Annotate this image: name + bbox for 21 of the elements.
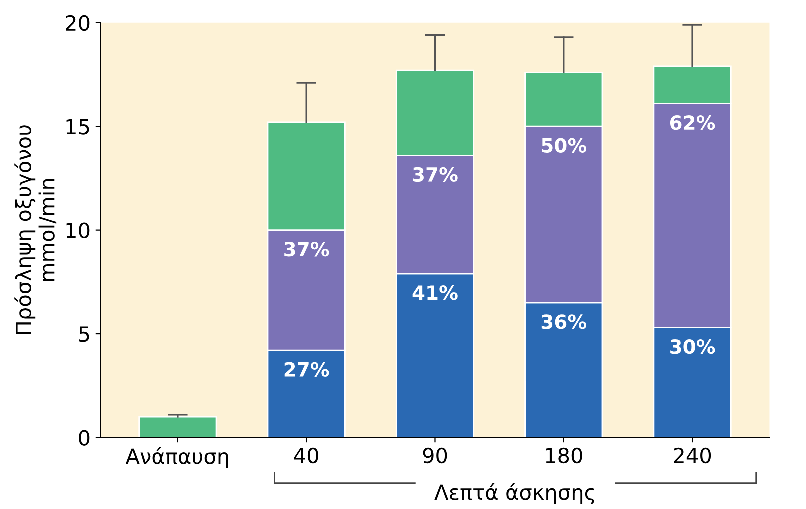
annotation: 62% <box>670 115 716 130</box>
annotation: 30% <box>670 339 716 354</box>
y-tick-label: 20 <box>66 15 90 32</box>
x-axis-title: Λεπτά άσκησης <box>434 483 594 504</box>
annotation: 27% <box>284 362 330 378</box>
annotation: 41% <box>412 286 458 300</box>
x-tick-label: 240 <box>674 448 712 464</box>
y-tick-label: 5 <box>79 326 90 342</box>
annotation: 37% <box>284 242 330 257</box>
x-tick-label: 40 <box>294 448 318 464</box>
bar <box>138 416 218 438</box>
y-tick-label: 15 <box>66 119 90 135</box>
annotation: 50% <box>542 138 587 153</box>
annotation: 36% <box>542 314 587 330</box>
x-tick-label: 90 <box>423 448 448 464</box>
y-tick-label: 10 <box>66 222 90 239</box>
y-tick-label: 0 <box>79 430 90 446</box>
annotation: 37% <box>413 167 458 182</box>
x-tick-label: 180 <box>546 448 582 464</box>
y-axis-title: Πρόσληψη οξυγόνου mmol/min <box>14 126 57 334</box>
x-tick-label: Ανάπαυση <box>126 447 228 468</box>
